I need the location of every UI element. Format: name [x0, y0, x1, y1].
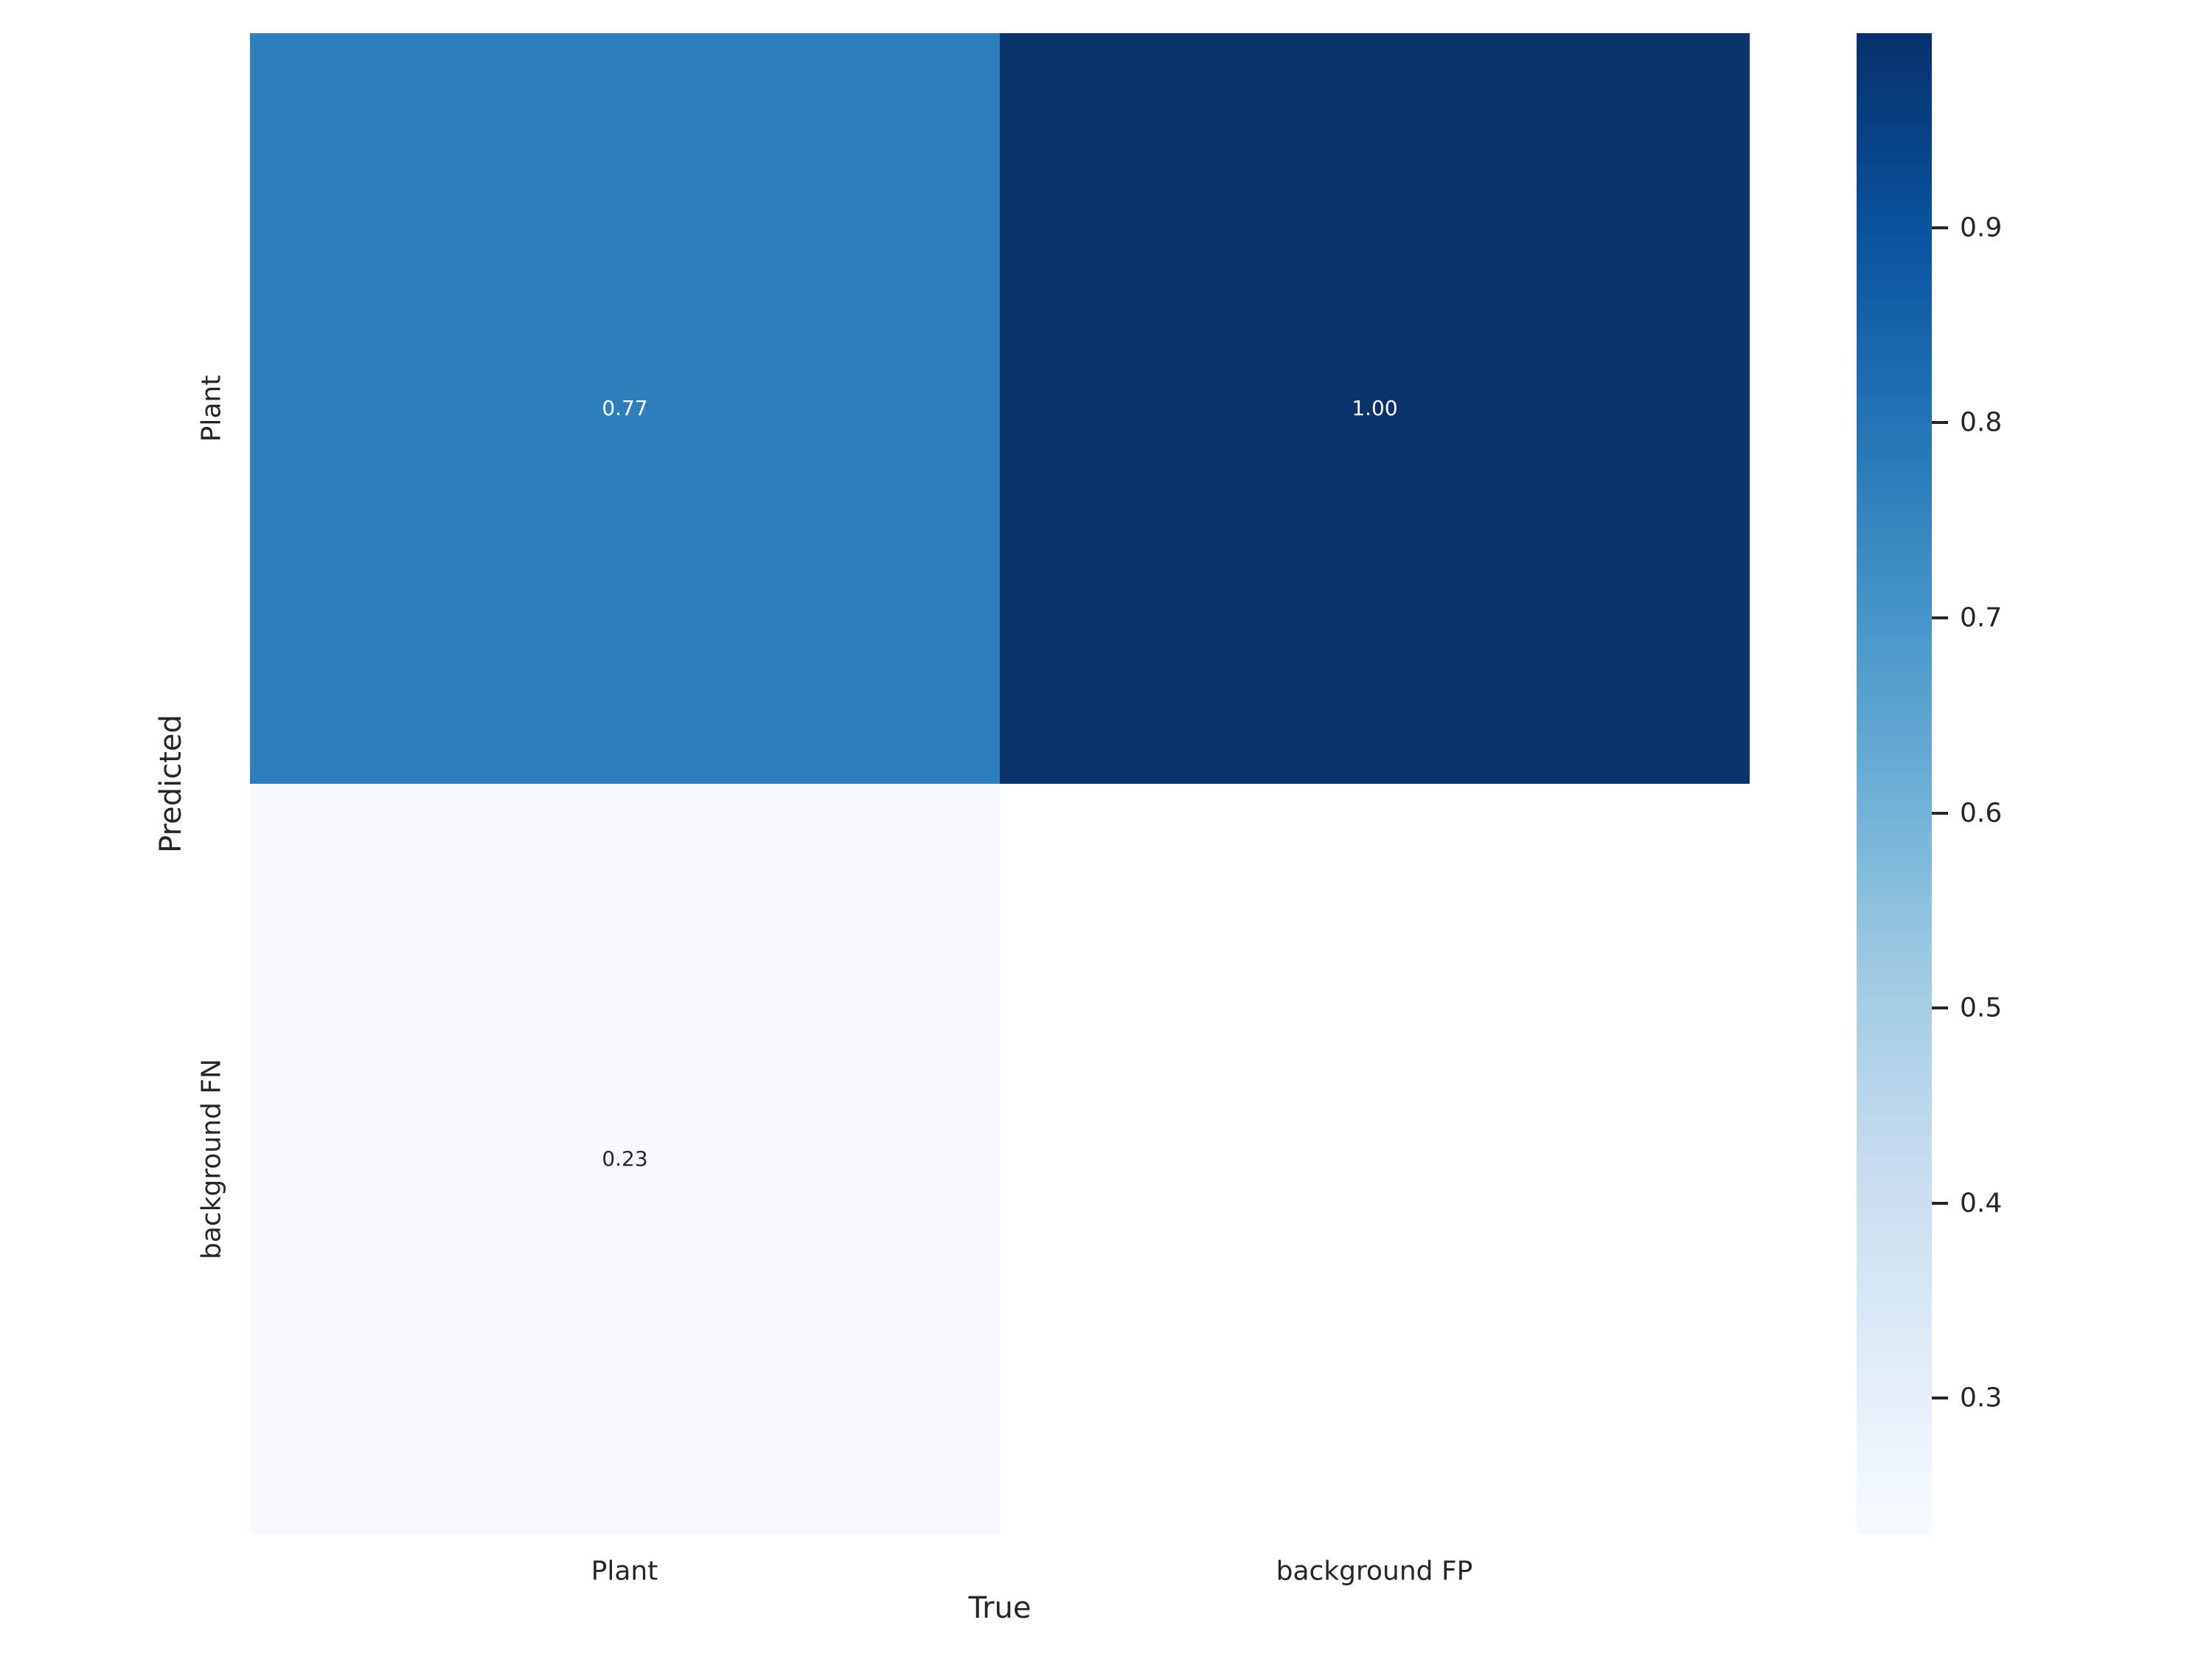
- colorbar-tick-mark: [1932, 421, 1948, 424]
- heatmap-cell-r0c0: 0.77: [250, 33, 1000, 784]
- x-tick-label-plant: Plant: [591, 1556, 658, 1587]
- colorbar-tick-mark: [1932, 616, 1948, 619]
- colorbar-tick-label: 0.3: [1960, 1382, 2003, 1413]
- colorbar-tick-label: 0.9: [1960, 212, 2003, 243]
- x-tick-label-background-fp: background FP: [1276, 1556, 1473, 1587]
- colorbar-gradient: [1857, 33, 1932, 1534]
- cell-value-label: 0.77: [602, 396, 648, 420]
- colorbar-tick-mark: [1932, 226, 1948, 229]
- cell-value-label: 1.00: [1352, 396, 1398, 420]
- colorbar-tick-mark: [1932, 1006, 1948, 1009]
- heatmap-cell-r1c0: 0.23: [250, 784, 1000, 1534]
- colorbar-tick-label: 0.4: [1960, 1188, 2003, 1219]
- y-tick-label-plant: Plant: [196, 375, 227, 442]
- colorbar-tick-label: 0.6: [1960, 798, 2003, 829]
- colorbar-tick-mark: [1932, 1202, 1948, 1205]
- cell-value-label: 0.23: [602, 1147, 648, 1171]
- colorbar-tick-mark: [1932, 1397, 1948, 1399]
- colorbar-tick-label: 0.7: [1960, 602, 2003, 633]
- colorbar-tick-label: 0.5: [1960, 992, 2003, 1023]
- y-tick-label-background-fn: background FN: [196, 1058, 227, 1260]
- heatmap-cell-r0c1: 1.00: [1000, 33, 1750, 784]
- y-axis-title: Predicted: [154, 714, 188, 853]
- x-axis-title: True: [968, 1591, 1032, 1625]
- colorbar-tick-mark: [1932, 812, 1948, 815]
- heatmap-cell-r1c1: [1000, 784, 1750, 1534]
- colorbar-tick-label: 0.8: [1960, 407, 2003, 438]
